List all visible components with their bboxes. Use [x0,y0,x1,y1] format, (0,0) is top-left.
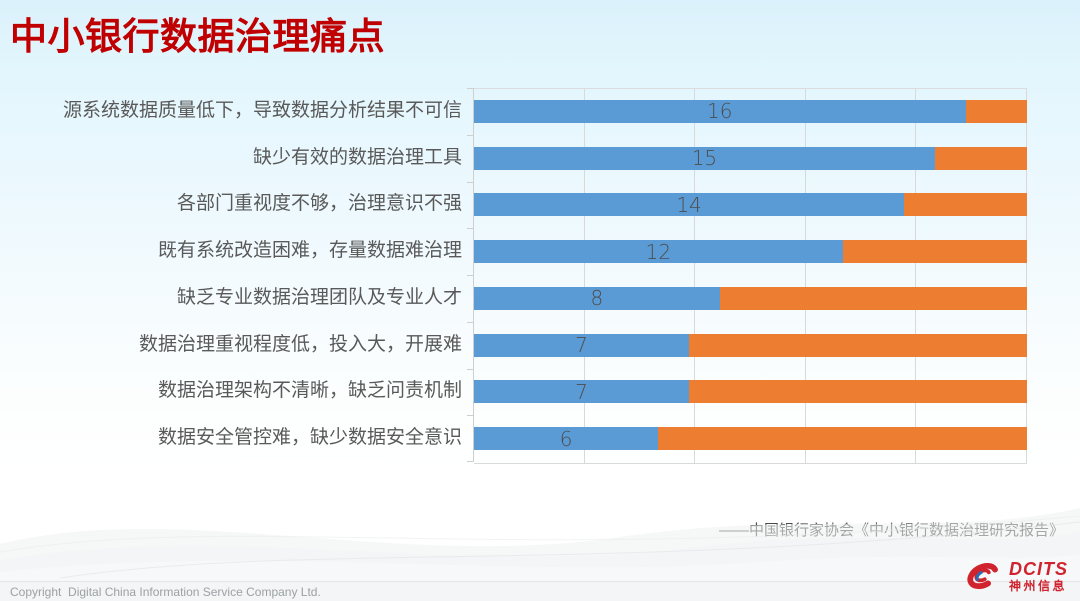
category-label: 数据安全管控难，缺少数据安全意识 [157,427,462,449]
chart-row: 缺乏专业数据治理团队及专业人才 8 [8,275,1027,322]
dcits-swirl-icon [967,562,998,590]
vertical-gridline [804,89,806,463]
chart-row: 数据安全管控难，缺少数据安全意识 6 [8,415,1027,462]
bar-value-label: 14 [676,192,702,217]
bar-track: 7 [474,379,1027,404]
page-title: 中小银行数据治理痛点 [10,16,385,57]
bar-segment-orange [904,193,1027,217]
bar-value-label: 7 [575,333,588,358]
chart-row: 缺少有效的数据治理工具 15 [8,135,1027,182]
bar-value-label: 16 [707,99,733,124]
chart-row: 既有系统改造困难，存量数据难治理 12 [8,228,1027,275]
vertical-gridline [583,89,585,463]
category-label: 数据治理重视程度低，投入大，开展难 [138,333,462,355]
y-axis-tick [467,88,473,89]
bar-segment-blue: 8 [474,286,720,311]
bar-segment-blue: 6 [474,426,659,451]
bar-track: 15 [474,146,1027,171]
bar-track: 8 [474,286,1027,311]
bar-segment-blue: 12 [474,239,843,264]
bar-segment-blue: 7 [474,333,690,358]
y-axis-tick [467,368,473,370]
plot-area [474,88,1027,464]
bar-segment-orange [689,333,1027,357]
bar-value-label: 6 [559,426,573,451]
y-axis-tick [467,228,473,230]
y-axis-tick [467,415,473,417]
chart-row: 数据治理架构不清晰，缺乏问责机制 7 [8,369,1027,416]
source-citation: ——中国银行家协会《中小银行数据治理研究报告》 [718,522,1064,539]
bar-value-label: 8 [590,286,604,311]
vertical-gridline [1026,89,1027,463]
bar-segment-blue: 14 [474,192,905,217]
vertical-gridline [694,89,696,463]
bar-track: 12 [474,239,1027,264]
category-label: 既有系统改造困难，存量数据难治理 [157,240,462,262]
bar-track: 16 [474,99,1027,124]
category-label: 各部门重视度不够，治理意识不强 [176,193,462,215]
chart-row: 数据治理重视程度低，投入大，开展难 7 [8,322,1027,369]
category-label: 源系统数据质量低下，导致数据分析结果不可信 [62,99,462,121]
logo-text: DCITS 神州信息 [1009,560,1068,592]
bar-segment-orange [934,146,1027,170]
logo-brand-name: DCITS [1009,559,1068,579]
bar-value-label: 7 [575,379,588,404]
bar-segment-orange [719,286,1027,310]
bar-value-label: 15 [691,146,718,171]
bar-segment-orange [689,380,1027,404]
bar-track: 6 [474,426,1027,451]
bar-segment-blue: 16 [474,99,966,124]
bar-track: 14 [474,192,1027,217]
bar-segment-orange [965,99,1027,123]
bar-track: 7 [474,333,1027,358]
chart-plot-rows: 源系统数据质量低下，导致数据分析结果不可信 16 缺少有效的数据治理工具 15 … [8,88,1027,462]
category-label: 数据治理架构不清晰，缺乏问责机制 [157,380,462,402]
y-axis-tick [467,275,473,276]
category-label: 缺少有效的数据治理工具 [252,146,462,168]
bar-value-label: 12 [645,239,672,264]
copyright-text: Copyright Digital China Information Serv… [10,585,321,599]
y-axis-tick [467,321,473,323]
dcits-logo: DCITS 神州信息 [962,555,1068,597]
bar-segment-blue: 15 [474,146,935,171]
vertical-gridline [915,89,917,463]
chart-row: 各部门重视度不够，治理意识不强 14 [8,182,1027,229]
category-label: 缺乏专业数据治理团队及专业人才 [176,286,462,308]
y-axis-line [473,88,474,462]
y-axis-tick [467,181,473,183]
y-axis-tick [467,461,473,462]
bar-segment-orange [842,240,1027,264]
bar-segment-orange [658,427,1027,451]
footer-strip [0,581,1080,601]
y-axis-ticks [467,88,473,462]
logo-brand-name-cn: 神州信息 [1009,579,1068,593]
chart-row: 源系统数据质量低下，导致数据分析结果不可信 16 [8,88,1027,135]
stacked-bar-chart: 源系统数据质量低下，导致数据分析结果不可信 16 缺少有效的数据治理工具 15 … [8,88,1027,464]
bar-segment-blue: 7 [474,379,690,404]
y-axis-tick [467,134,473,136]
